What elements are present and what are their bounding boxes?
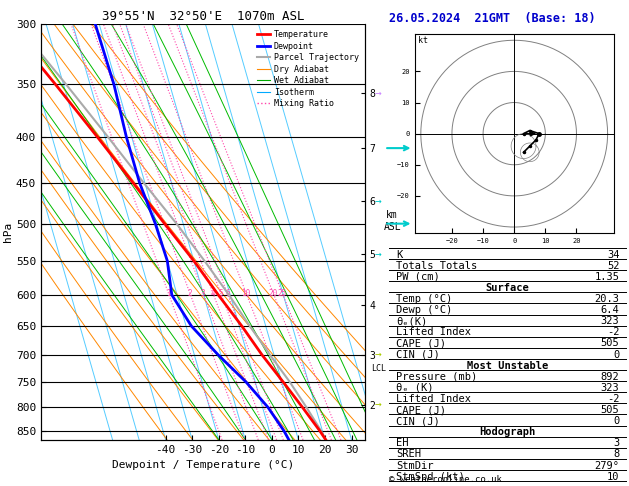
Text: →: → xyxy=(374,196,381,206)
Text: CAPE (J): CAPE (J) xyxy=(396,405,446,415)
Text: →: → xyxy=(374,249,381,260)
Text: Pressure (mb): Pressure (mb) xyxy=(396,372,477,382)
Text: 34: 34 xyxy=(607,249,620,260)
Text: 20: 20 xyxy=(269,289,278,298)
Text: 25: 25 xyxy=(278,289,287,298)
Text: 20.3: 20.3 xyxy=(594,294,620,304)
Text: 6: 6 xyxy=(225,289,230,298)
Y-axis label: km
ASL: km ASL xyxy=(384,210,401,232)
Text: 505: 505 xyxy=(601,338,620,348)
Text: Surface: Surface xyxy=(486,283,530,293)
Text: 1.35: 1.35 xyxy=(594,272,620,282)
Text: Lifted Index: Lifted Index xyxy=(396,394,471,404)
Text: 892: 892 xyxy=(601,372,620,382)
Text: 0: 0 xyxy=(613,349,620,360)
Text: 3: 3 xyxy=(613,438,620,449)
Text: CIN (J): CIN (J) xyxy=(396,349,440,360)
Text: Temp (°C): Temp (°C) xyxy=(396,294,452,304)
Text: →: → xyxy=(374,399,381,410)
Text: © weatheronline.co.uk: © weatheronline.co.uk xyxy=(389,474,501,484)
Text: θₑ (K): θₑ (K) xyxy=(396,383,433,393)
Text: kt: kt xyxy=(418,36,428,45)
Text: LCL: LCL xyxy=(371,364,386,373)
Text: K: K xyxy=(396,249,402,260)
Text: SREH: SREH xyxy=(396,450,421,459)
Title: 39°55'N  32°50'E  1070m ASL: 39°55'N 32°50'E 1070m ASL xyxy=(102,10,304,23)
Text: 10: 10 xyxy=(242,289,251,298)
Text: Hodograph: Hodograph xyxy=(479,427,536,437)
Text: EH: EH xyxy=(396,438,408,449)
Text: 323: 323 xyxy=(601,316,620,326)
Text: StmDir: StmDir xyxy=(396,461,433,470)
Text: 4: 4 xyxy=(211,289,215,298)
Text: StmSpd (kt): StmSpd (kt) xyxy=(396,472,465,482)
Text: 5: 5 xyxy=(218,289,223,298)
Y-axis label: hPa: hPa xyxy=(3,222,13,242)
Text: 2: 2 xyxy=(187,289,192,298)
Text: →: → xyxy=(374,88,381,98)
Text: Totals Totals: Totals Totals xyxy=(396,260,477,271)
Text: 323: 323 xyxy=(601,383,620,393)
Text: PW (cm): PW (cm) xyxy=(396,272,440,282)
Text: CIN (J): CIN (J) xyxy=(396,416,440,426)
Text: 8: 8 xyxy=(613,450,620,459)
X-axis label: Dewpoint / Temperature (°C): Dewpoint / Temperature (°C) xyxy=(112,460,294,470)
Text: Dewp (°C): Dewp (°C) xyxy=(396,305,452,315)
Text: CAPE (J): CAPE (J) xyxy=(396,338,446,348)
Text: -2: -2 xyxy=(607,394,620,404)
Text: 52: 52 xyxy=(607,260,620,271)
Text: 0: 0 xyxy=(613,416,620,426)
Text: 3: 3 xyxy=(201,289,206,298)
Text: 1: 1 xyxy=(166,289,171,298)
Text: -2: -2 xyxy=(607,327,620,337)
Text: Lifted Index: Lifted Index xyxy=(396,327,471,337)
Text: 279°: 279° xyxy=(594,461,620,470)
Text: 6.4: 6.4 xyxy=(601,305,620,315)
Text: 26.05.2024  21GMT  (Base: 18): 26.05.2024 21GMT (Base: 18) xyxy=(389,12,595,25)
Legend: Temperature, Dewpoint, Parcel Trajectory, Dry Adiabat, Wet Adiabat, Isotherm, Mi: Temperature, Dewpoint, Parcel Trajectory… xyxy=(255,29,360,110)
Text: Most Unstable: Most Unstable xyxy=(467,361,548,371)
Text: →: → xyxy=(374,350,381,360)
Text: θₑ(K): θₑ(K) xyxy=(396,316,427,326)
Text: 10: 10 xyxy=(607,472,620,482)
Text: 505: 505 xyxy=(601,405,620,415)
